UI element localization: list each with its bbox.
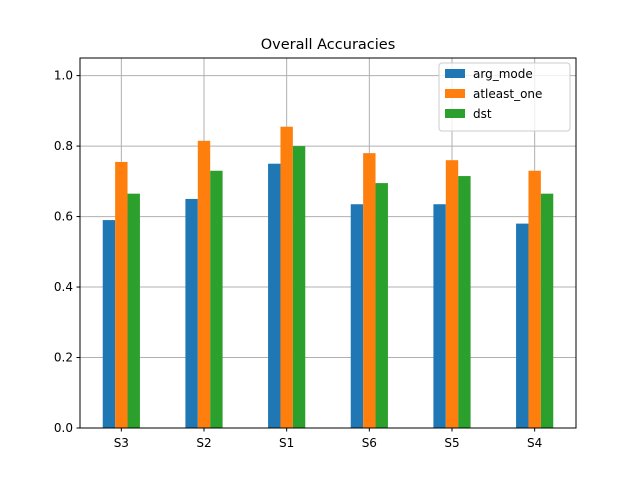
y-axis-ticks: 0.0 0.2 0.4 0.6 0.8 1.0 [54,69,80,435]
x-tick-label: S5 [444,436,459,450]
x-tick-label: S2 [196,436,211,450]
x-tick-label: S4 [527,436,542,450]
bar-arg_mode-S1 [268,163,281,428]
bar-dst-S4 [540,193,554,428]
bar-arg_mode-S5 [433,204,446,428]
bar-atleast_one-S5 [445,160,459,428]
bar-atleast_one-S2 [197,140,211,429]
bar-arg_mode-S4 [516,223,529,428]
x-axis-ticks: S3 S2 S1 S6 S5 S4 [114,428,542,450]
bar-atleast_one-S6 [363,153,376,428]
bar-dst-S3 [127,193,140,428]
y-tick-label: 0.4 [54,280,73,294]
legend-box [438,62,571,132]
bar-dst-S5 [458,176,471,428]
chart-title: Overall Accuracies [261,37,396,53]
legend-swatch-atleast_one [445,89,465,98]
legend-label-dst: dst [473,107,492,121]
x-tick-label: S6 [362,436,377,450]
y-tick-label: 0.2 [54,351,73,365]
legend-swatch-arg_mode [445,69,465,78]
bar-dst-S6 [375,183,388,428]
y-tick-label: 1.0 [54,69,73,83]
bar-dst-S2 [210,170,223,428]
y-tick-label: 0.8 [54,139,73,153]
bar-series [102,126,554,429]
bar-dst-S1 [292,146,306,428]
bar-arg_mode-S3 [102,220,116,428]
legend-label-arg_mode: arg_mode [473,67,533,81]
bar-atleast_one-S3 [115,161,128,428]
bar-arg_mode-S2 [185,198,198,428]
bar-atleast_one-S1 [280,126,293,428]
legend-label-atleast_one: atleast_one [473,87,542,101]
y-tick-label: 0.0 [54,421,73,435]
bar-arg_mode-S6 [350,204,364,428]
bar-atleast_one-S4 [528,170,541,428]
x-tick-label: S3 [114,436,129,450]
x-tick-label: S1 [279,436,294,450]
legend-swatch-dst [445,109,465,118]
plot-frame [79,57,577,429]
y-tick-label: 0.6 [54,210,73,224]
